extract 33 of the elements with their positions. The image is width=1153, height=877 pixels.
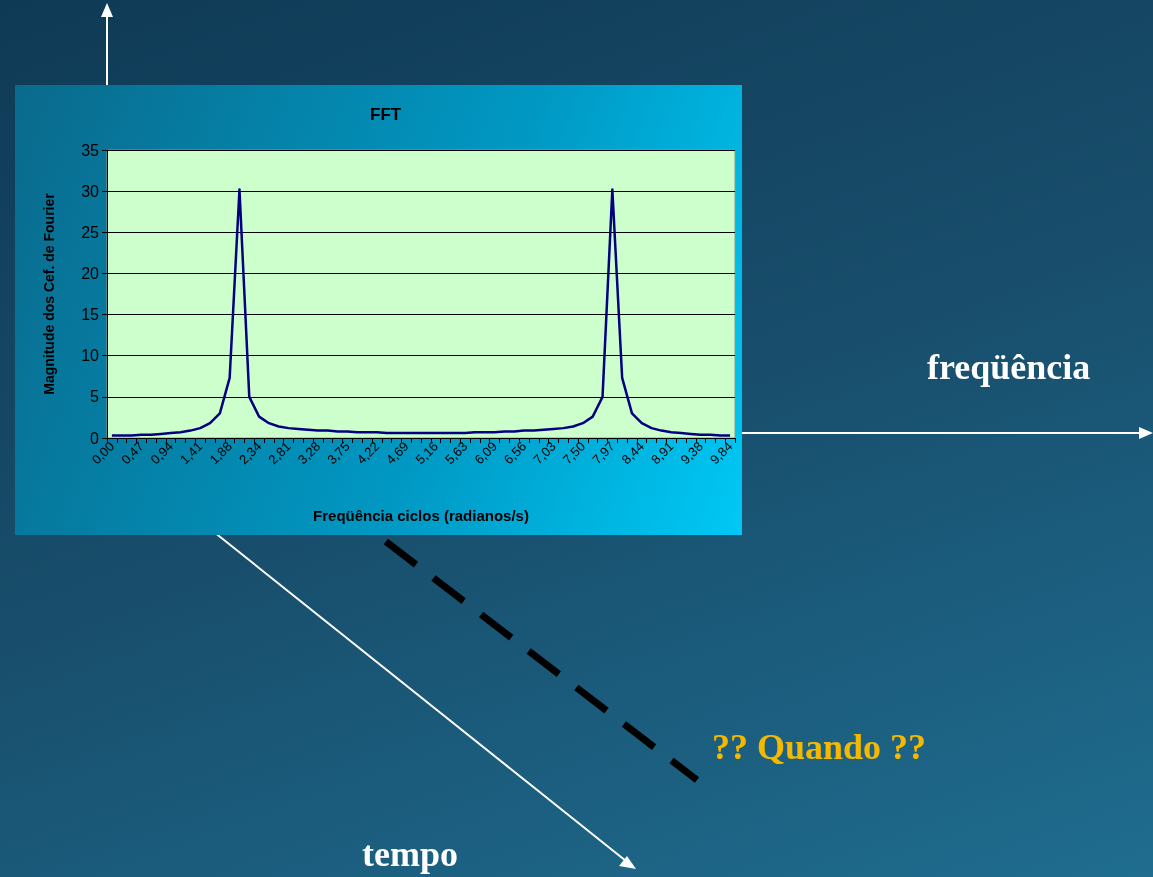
line-series bbox=[110, 188, 732, 437]
x-tick-label: 8,44 bbox=[618, 438, 648, 468]
y-tick-label: 20 bbox=[81, 264, 100, 282]
y-tick-label: 15 bbox=[81, 306, 100, 324]
x-tick-label: 4,22 bbox=[353, 438, 383, 468]
x-tick-label: 5,63 bbox=[441, 438, 471, 468]
y-axis-title: Magnitude dos Cef. de Fourier bbox=[41, 192, 57, 395]
x-tick-label: 6,56 bbox=[500, 438, 530, 468]
x-tick-label: 7,97 bbox=[589, 438, 618, 468]
x-tick-label: 4,69 bbox=[383, 438, 412, 468]
x-tick-label: 9,38 bbox=[677, 438, 706, 468]
text: ?? Quando ?? bbox=[712, 726, 927, 769]
y-tick-label: 30 bbox=[81, 182, 100, 200]
x-tick-label: 7,03 bbox=[530, 438, 559, 468]
x-tick-label: 3,28 bbox=[294, 438, 324, 468]
x-tick-label: 5,16 bbox=[412, 438, 442, 468]
x-tick-label: 0,94 bbox=[147, 438, 177, 468]
y-tick-label: 5 bbox=[90, 388, 100, 406]
x-tick-label: 2,81 bbox=[265, 438, 294, 468]
x-tick-label: 9,84 bbox=[706, 438, 736, 468]
y-tick-label: 10 bbox=[81, 347, 100, 365]
text: freqüência bbox=[927, 346, 1091, 389]
x-tick-label: 1,41 bbox=[177, 438, 206, 468]
y-tick-label: 25 bbox=[81, 223, 100, 241]
x-tick-label: 7,50 bbox=[559, 438, 589, 468]
chart-title: FFT bbox=[370, 105, 402, 124]
y-tick-label: 0 bbox=[90, 429, 100, 447]
y-tick-label: 35 bbox=[81, 141, 100, 159]
x-tick-label: 6,09 bbox=[471, 438, 500, 468]
text: tempo bbox=[362, 833, 458, 876]
x-tick-label: 8,91 bbox=[648, 438, 677, 468]
x-axis-title: Freqüência ciclos (radianos/s) bbox=[313, 507, 529, 524]
x-tick-label: 1,88 bbox=[206, 438, 235, 468]
